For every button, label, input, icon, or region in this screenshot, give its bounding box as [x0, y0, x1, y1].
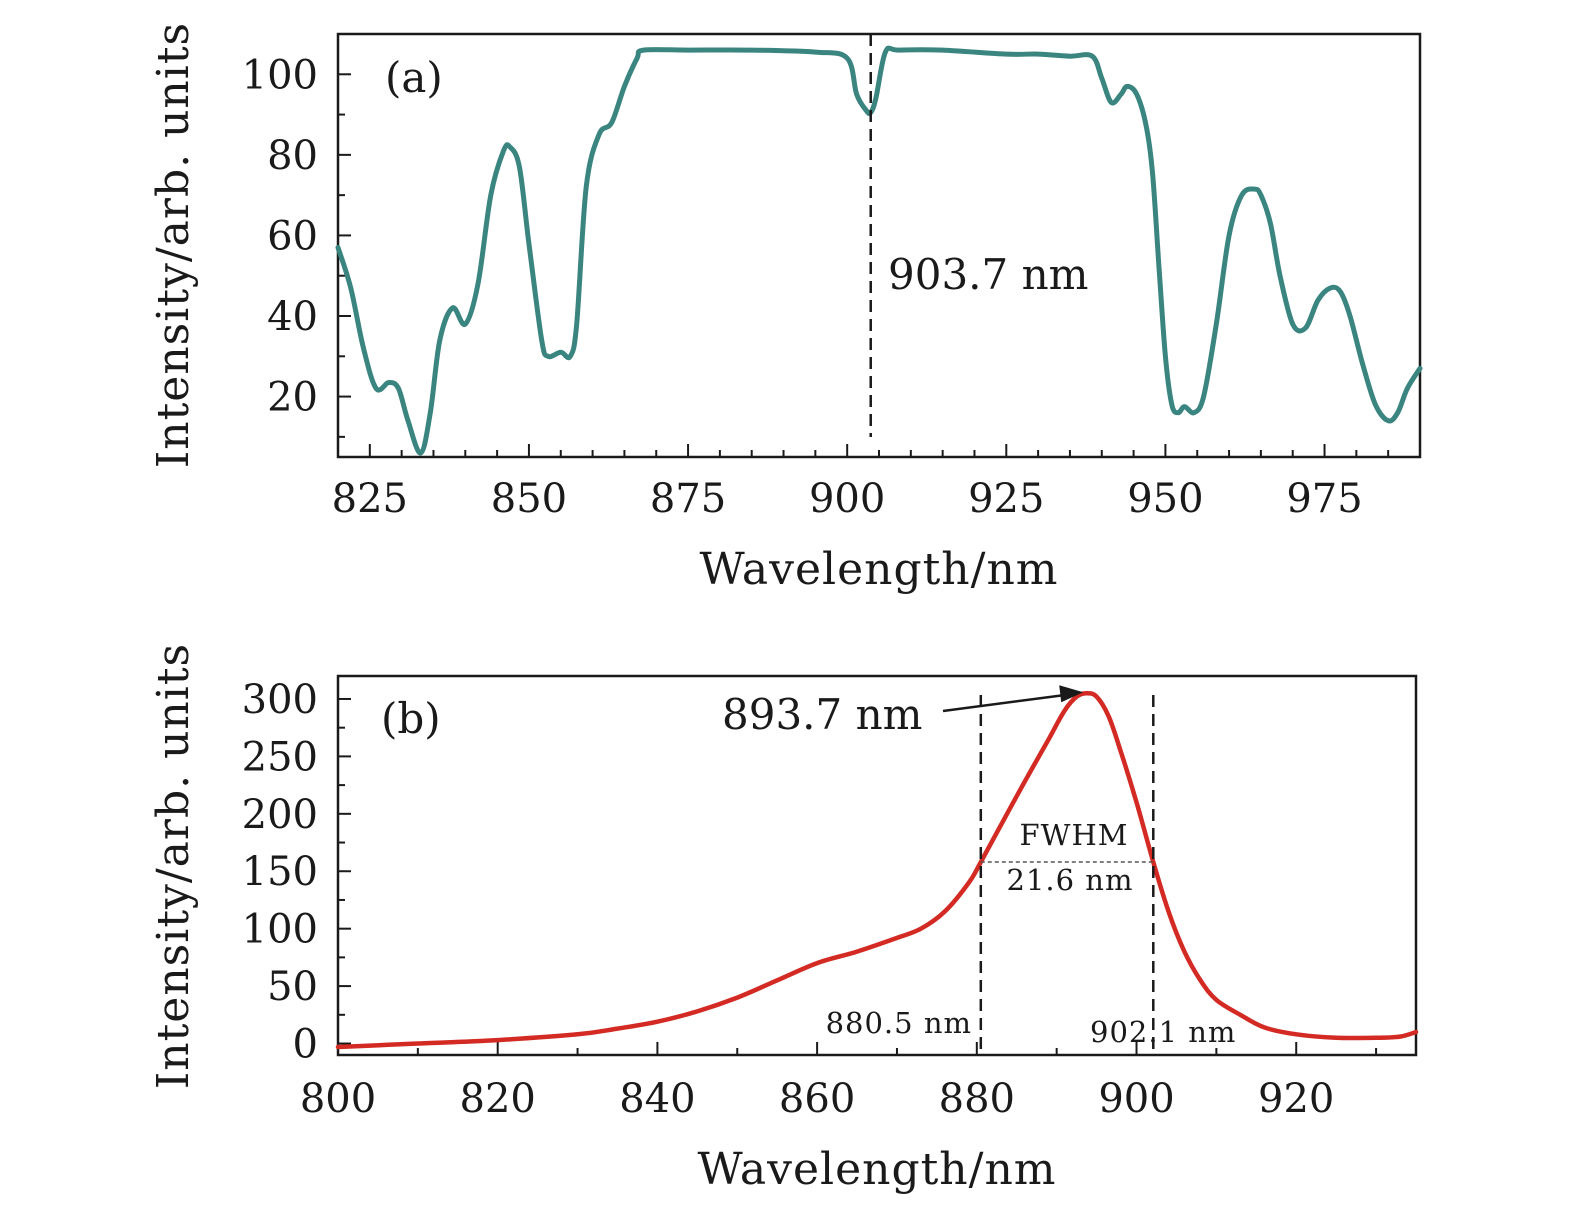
- panel-b-y-tick-label: 100: [242, 907, 318, 953]
- panel-b-fwhm-label: FWHM: [1020, 818, 1129, 852]
- panel-b-peak-arrow-shaft: [942, 693, 1064, 713]
- panel-b-x-tick-label: 800: [300, 1076, 376, 1122]
- panel-b-x-tick-label: 820: [460, 1076, 536, 1122]
- panel-b-y-axis-title: Intensity/arb. units: [148, 643, 199, 1089]
- panel-a-y-tick-label: 80: [267, 133, 318, 179]
- panel-a-x-axis-title: Wavelength/nm: [699, 544, 1058, 595]
- panel-a-x-tick-label: 950: [1127, 476, 1203, 522]
- panel-a-y-tick-label: 20: [267, 375, 318, 421]
- panel-b-y-tick-label: 200: [242, 792, 318, 838]
- panel-b-frame: [336, 674, 1418, 1057]
- panel-b-x-tick-label: 880: [939, 1076, 1015, 1122]
- panel-b-x-tick-label: 840: [619, 1076, 695, 1122]
- panel-a-chart: 825 850 875 900 925 950 975 20 40 60 80 100 (a) Wav…: [148, 22, 1423, 595]
- panel-b-label: (b): [381, 694, 441, 743]
- panel-a-x-tick-label: 875: [650, 476, 726, 522]
- panel-a-y-tick-label: 40: [267, 294, 318, 340]
- panel-b-x-tick-label: 920: [1258, 1076, 1334, 1122]
- panel-a-y-tick-label: 60: [267, 213, 318, 259]
- panel-b-x-axis-title: Wavelength/nm: [697, 1144, 1056, 1195]
- panel-b-x-tick-label: 860: [779, 1076, 855, 1122]
- panel-b-y-tick-label: 150: [242, 849, 318, 895]
- panel-b-y-tick-label: 50: [267, 964, 318, 1010]
- panel-b-left-halfmax-annotation: 880.5 nm: [826, 1006, 972, 1040]
- panel-a-label: (a): [385, 53, 443, 102]
- panel-b-y-tick-label: 250: [242, 734, 318, 780]
- panel-b-y-tick-label: 300: [242, 677, 318, 723]
- panel-a-x-tick-label: 850: [491, 476, 567, 522]
- panel-a-x-tick-label: 975: [1286, 476, 1362, 522]
- panel-a-spectrum-line: [335, 45, 1423, 456]
- panel-a-x-tick-label: 925: [968, 476, 1044, 522]
- panel-b-chart: 800 820 840 860 880 900 920050100150200250300 …: [148, 643, 1419, 1195]
- panel-b-x-tick-label: 900: [1098, 1076, 1174, 1122]
- panel-b-fwhm-value: 21.6 nm: [1007, 863, 1134, 897]
- panel-a-x-tick-label: 825: [332, 476, 408, 522]
- panel-a-frame: [336, 32, 1422, 459]
- panel-b-y-tick-label: 0: [293, 1022, 318, 1068]
- panel-b-right-halfmax-annotation: 902.1 nm: [1090, 1015, 1236, 1049]
- panel-b-spectrum-line: [335, 690, 1419, 1050]
- panel-a-x-tick-label: 900: [809, 476, 885, 522]
- panel-a-peak-annotation: 903.7 nm: [888, 250, 1088, 299]
- panel-a-y-tick-label: 100: [242, 52, 318, 98]
- panel-b-peak-arrow-head: [1059, 685, 1084, 703]
- panel-a-y-axis-title: Intensity/arb. units: [148, 22, 199, 468]
- panel-b-peak-annotation: 893.7 nm: [722, 690, 922, 739]
